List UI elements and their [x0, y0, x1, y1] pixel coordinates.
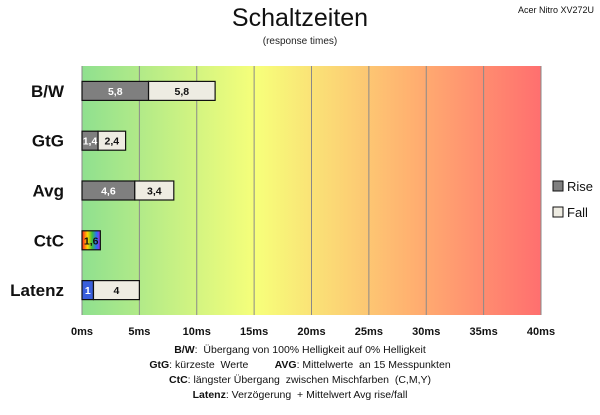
data-label: 2,4: [105, 136, 120, 148]
legend-label: Fall: [567, 205, 588, 220]
note-ctc-key: CtC: [168, 374, 188, 386]
response-time-chart: 5,8 5,8 1,4 2,4 4,6 3,4 1,6 1 4 B/W GtG Avg CtC Late…: [10, 66, 593, 338]
chart-subtitle: (response times): [262, 36, 338, 47]
x-tick-label: 0ms: [71, 326, 93, 338]
note-ctc-text: : längster Übergang zwischen Mischfarben…: [187, 374, 432, 386]
legend: Rise Fall: [552, 179, 593, 220]
x-tick-label: 30ms: [412, 326, 440, 338]
x-tick-label: 40ms: [527, 326, 555, 338]
category-label: GtG: [32, 132, 64, 151]
note-latenz: Latenz: Verzögerung + Mittelwert Avg ris…: [0, 388, 600, 403]
note-avg-key: AVG: [274, 359, 297, 371]
note-gtg-key: GtG: [149, 359, 170, 371]
category-label: Avg: [33, 182, 65, 201]
bars: 5,8 5,8 1,4 2,4 4,6 3,4 1,6 1 4: [81, 80, 216, 301]
category-label: CtC: [34, 231, 64, 250]
data-label: 3,4: [147, 186, 162, 198]
note-bw-key: B/W: [174, 344, 195, 356]
legend-swatch: [552, 206, 564, 218]
category-label: Latenz: [10, 281, 64, 300]
category-label: B/W: [31, 82, 65, 101]
note-latenz-text: : Verzögerung + Mittelwert Avg rise/fall: [225, 389, 408, 401]
data-label: 4: [114, 285, 120, 297]
data-label: 4,6: [101, 186, 116, 198]
gridlines: [81, 66, 542, 315]
data-label: 5,8: [175, 86, 190, 98]
legend-label: Rise: [567, 179, 593, 194]
fall-bar: [92, 280, 140, 301]
x-tick-label: 10ms: [183, 326, 211, 338]
monitor-model-label: Acer Nitro XV272U: [517, 5, 594, 15]
note-avg-text: : Mittelwerte an 15 Messpunkten: [296, 359, 451, 371]
note-ctc: CtC: längster Übergang zwischen Mischfar…: [0, 373, 600, 388]
note-gtg-text: : kürzeste Werte: [169, 359, 275, 371]
rise-bar: [81, 230, 101, 251]
legend-swatch: [552, 180, 564, 192]
x-tick-label: 20ms: [297, 326, 325, 338]
category-labels: B/W GtG Avg CtC Latenz: [10, 82, 65, 300]
x-tick-label: 15ms: [240, 326, 268, 338]
data-label: 1,4: [83, 136, 98, 148]
fall-bar: [97, 130, 127, 151]
notes-block: B/W: Übergang von 100% Helligkeit auf 0%…: [0, 343, 600, 403]
note-gtg-avg: GtG: kürzeste Werte AVG: Mittelwerte an …: [0, 358, 600, 373]
fall-bar: [147, 80, 216, 102]
x-axis-ticks: 0ms 5ms 10ms 15ms 20ms 25ms 30ms 35ms 40ms: [71, 326, 555, 338]
x-tick-label: 5ms: [128, 326, 150, 338]
chart-title: Schaltzeiten: [231, 4, 369, 32]
data-label: 1: [85, 285, 91, 297]
fall-bar: [134, 180, 175, 201]
data-label: 1,6: [84, 235, 99, 247]
x-tick-label: 35ms: [470, 326, 498, 338]
note-bw-text: : Übergang von 100% Helligkeit auf 0% He…: [194, 344, 426, 356]
data-label: 5,8: [108, 86, 123, 98]
note-latenz-key: Latenz: [192, 389, 226, 401]
x-tick-label: 25ms: [355, 326, 383, 338]
note-bw: B/W: Übergang von 100% Helligkeit auf 0%…: [0, 343, 600, 358]
